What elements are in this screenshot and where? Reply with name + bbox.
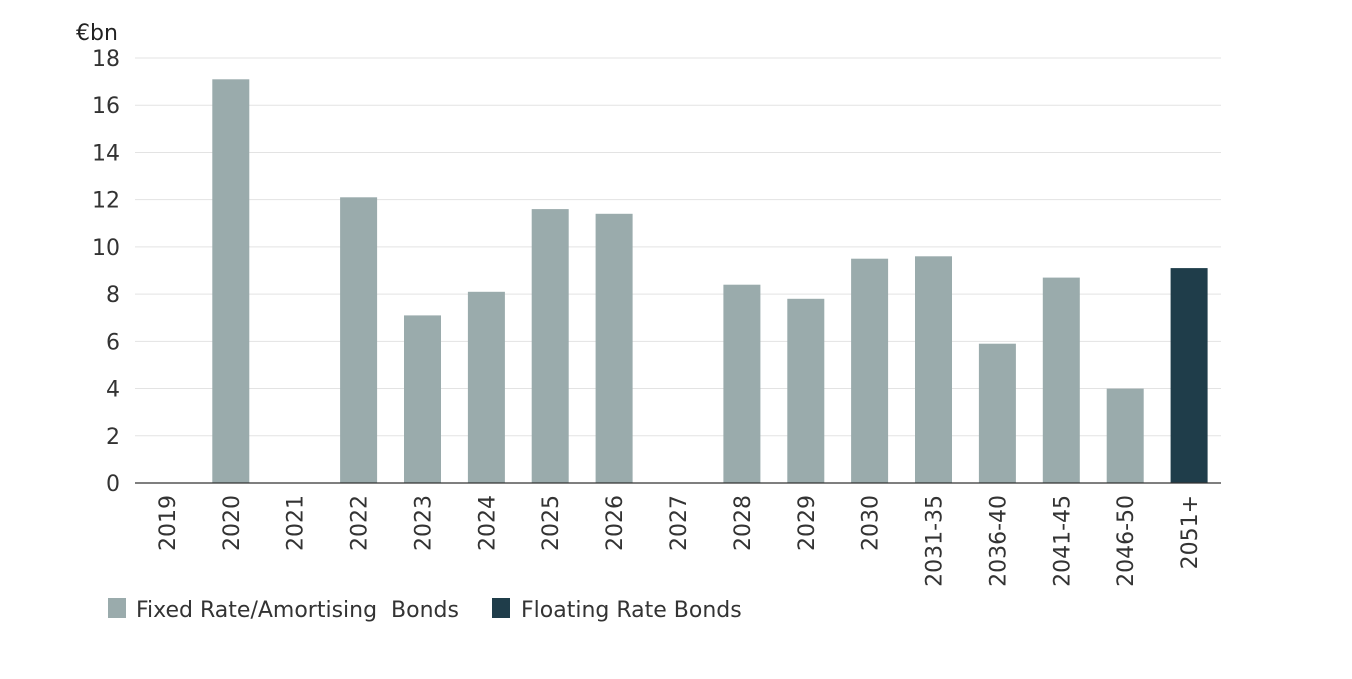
x-tick-label: 2030: [859, 495, 884, 551]
x-tick-label: 2041-45: [1050, 495, 1075, 587]
legend-swatch: [108, 598, 126, 618]
bar-2022: [340, 197, 378, 484]
bars: [212, 79, 1208, 484]
bar-2051+: [1170, 268, 1208, 483]
x-tick-label: 2029: [795, 495, 820, 551]
legend-label: Fixed Rate/Amortising Bonds: [136, 598, 459, 623]
x-tick-label: 2022: [348, 495, 373, 551]
y-tick-label: 0: [106, 472, 120, 497]
y-tick-label: 2: [106, 425, 120, 450]
y-tick-label: 10: [92, 236, 120, 261]
y-axis-ticks: 0 2 4 6 8 10 12 14 16 18: [92, 47, 120, 497]
x-tick-label: 2019: [156, 495, 181, 551]
y-unit-label: €bn: [76, 21, 118, 46]
x-tick-label: 2046-50: [1114, 495, 1139, 587]
x-tick-label: 2031-35: [923, 495, 948, 587]
x-tick-label: 2024: [475, 495, 500, 551]
x-tick-label: 2026: [603, 495, 628, 551]
y-tick-label: 18: [92, 47, 120, 72]
y-tick-label: 16: [92, 94, 120, 119]
x-tick-label: 2020: [220, 495, 245, 551]
y-tick-label: 14: [92, 141, 120, 166]
legend-label: Floating Rate Bonds: [521, 598, 742, 623]
y-tick-label: 4: [106, 378, 120, 403]
bar-2026: [595, 213, 633, 484]
y-tick-label: 6: [106, 330, 120, 355]
x-tick-label: 2021: [284, 495, 309, 551]
x-tick-label: 2028: [731, 495, 756, 551]
gridlines: [135, 57, 1221, 437]
bar-2020: [212, 79, 250, 484]
bar-2046-50: [1106, 388, 1144, 483]
bar-2030: [851, 258, 889, 483]
bar-2023: [404, 315, 441, 483]
x-tick-label: 2027: [667, 495, 692, 551]
bar-2025: [531, 209, 569, 483]
x-tick-label: 2023: [412, 495, 437, 551]
y-tick-label: 12: [92, 189, 120, 214]
x-axis-labels: 2019 2020 2021 2022 2023 2024 2025 2026 2027 2028…: [156, 495, 1203, 587]
x-tick-label: 2025: [539, 495, 564, 551]
bar-2041-45: [1042, 277, 1080, 483]
x-tick-label: 2036-40: [986, 495, 1011, 587]
bar-2029: [787, 298, 825, 483]
y-tick-label: 8: [106, 283, 120, 308]
bar-2028: [723, 284, 761, 483]
bar-2024: [467, 291, 505, 484]
bar-2031-35: [915, 256, 952, 483]
bar-2036-40: [978, 343, 1016, 483]
legend-swatch: [492, 598, 510, 618]
legend: Fixed Rate/Amortising Bonds Floating Rate…: [108, 598, 742, 623]
x-tick-label: 2051+: [1178, 495, 1203, 569]
